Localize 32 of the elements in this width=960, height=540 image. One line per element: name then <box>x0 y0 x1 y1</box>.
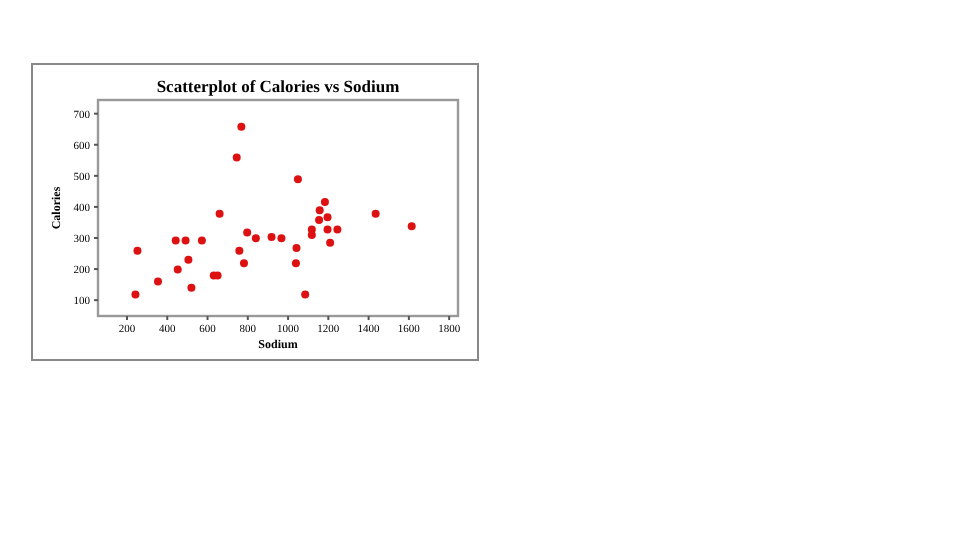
point <box>235 246 244 255</box>
point <box>293 175 302 184</box>
point <box>277 234 286 243</box>
point <box>407 222 416 231</box>
point <box>320 197 329 206</box>
point <box>181 236 190 245</box>
point <box>232 153 241 162</box>
point <box>251 234 260 243</box>
point <box>243 228 252 237</box>
point <box>187 283 196 292</box>
point <box>237 122 246 131</box>
point <box>131 290 140 299</box>
point <box>171 236 180 245</box>
point <box>239 259 248 268</box>
point <box>323 213 332 222</box>
point <box>215 209 224 218</box>
point <box>315 206 324 215</box>
point <box>371 209 380 218</box>
point <box>323 225 332 234</box>
point <box>315 215 324 224</box>
point <box>301 290 310 299</box>
point <box>184 255 193 264</box>
chart-title: Scatterplot of Calories vs Sodium <box>156 76 400 96</box>
point <box>326 238 335 247</box>
point <box>333 225 342 234</box>
point <box>292 243 301 252</box>
point <box>173 265 182 274</box>
point <box>154 277 162 286</box>
point <box>197 236 206 245</box>
point <box>291 259 300 268</box>
point <box>133 246 142 255</box>
point <box>267 233 276 242</box>
